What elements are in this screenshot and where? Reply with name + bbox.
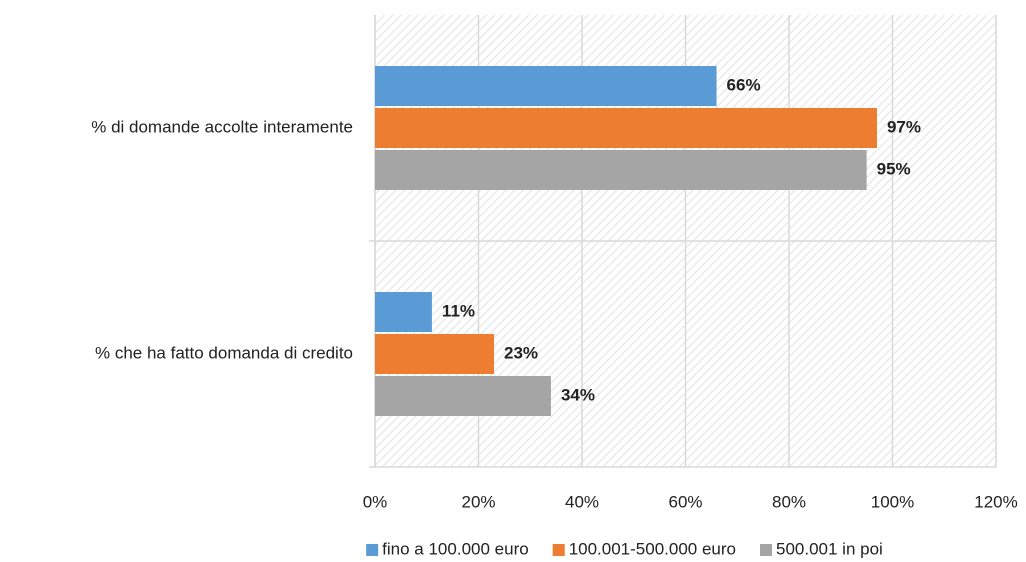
x-tick-label: 0%: [363, 492, 388, 511]
data-label: 97%: [887, 117, 921, 136]
y-tick-label: % di domande accolte interamente: [91, 117, 353, 136]
data-label: 11%: [442, 301, 475, 320]
data-label: 66%: [727, 75, 761, 94]
x-tick-label: 40%: [565, 492, 599, 511]
legend-label: fino a 100.000 euro: [382, 539, 529, 558]
bar: [375, 108, 877, 148]
legend-swatch: [760, 544, 772, 556]
y-tick-label: % che ha fatto domanda di credito: [95, 343, 353, 362]
legend-swatch: [552, 544, 565, 556]
bar: [375, 150, 867, 190]
legend-label: 500.001 in poi: [776, 539, 883, 558]
x-tick-label: 80%: [772, 492, 806, 511]
bar: [375, 334, 495, 374]
x-tick-label: 100%: [871, 492, 914, 511]
data-label: 34%: [561, 385, 595, 404]
x-tick-label: 60%: [668, 492, 702, 511]
bar: [375, 376, 551, 416]
legend-swatch: [366, 544, 379, 556]
data-label: 23%: [504, 343, 538, 362]
bar: [375, 66, 717, 106]
bar: [375, 292, 432, 332]
x-tick-label: 20%: [461, 492, 495, 511]
legend-label: 100.001-500.000 euro: [569, 539, 736, 558]
data-label: 95%: [877, 159, 911, 178]
x-tick-label: 120%: [974, 492, 1017, 511]
